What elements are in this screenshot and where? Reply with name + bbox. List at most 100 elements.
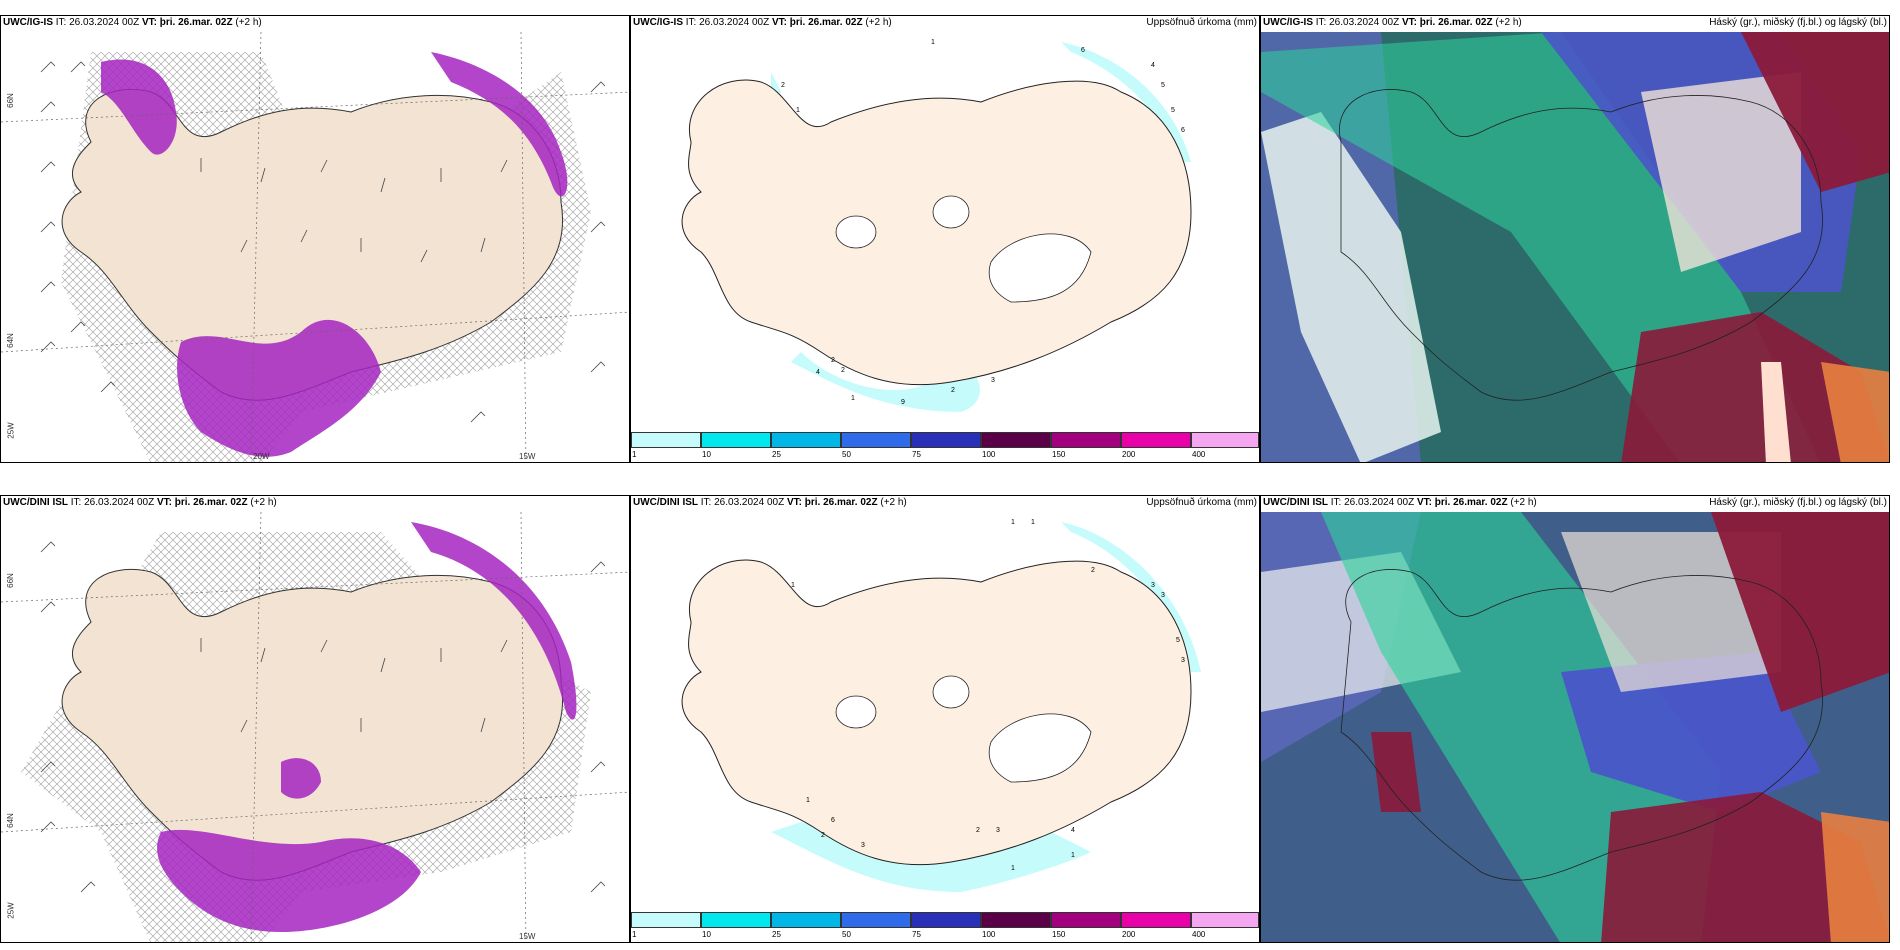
offset-label: (+2 h) xyxy=(1495,17,1522,28)
model-name: UWC/IG-IS xyxy=(633,17,683,28)
cb-label: 10 xyxy=(702,450,711,459)
svg-text:3: 3 xyxy=(991,377,995,384)
precip-title: Uppsöfnuð úrkoma (mm) xyxy=(1146,497,1257,508)
lat-label-66: 66N xyxy=(5,93,15,108)
cb-seg-3 xyxy=(771,432,841,448)
lat-label-64: 64N xyxy=(5,813,15,828)
precip-labels: 1 6 4 5 5 6 2 1 2 2 4 1 9 2 3 xyxy=(781,39,1185,406)
offset-label: (+2 h) xyxy=(235,17,262,28)
precip-panel-row1: UWC/IG-IS IT: 26.03.2024 00Z VT: þri. 26… xyxy=(630,15,1260,463)
precip-colorbar: 1 10 25 50 75 100 150 200 400 xyxy=(631,912,1259,942)
precip-ne xyxy=(431,52,568,197)
lon-label-15: 15W xyxy=(519,932,536,941)
svg-text:1: 1 xyxy=(931,39,935,46)
svg-text:3: 3 xyxy=(861,842,865,849)
svg-text:5: 5 xyxy=(1176,637,1180,644)
svg-text:4: 4 xyxy=(1151,62,1155,69)
offset-label: (+2 h) xyxy=(865,17,892,28)
svg-text:2: 2 xyxy=(841,367,845,374)
panel-title-row2-cloud: UWC/DINI ISL IT: 26.03.2024 00Z VT: þri.… xyxy=(1263,496,1537,510)
model-name: UWC/IG-IS xyxy=(3,17,53,28)
lat-label-66: 66N xyxy=(5,573,15,588)
cb-seg-6 xyxy=(981,432,1051,448)
svg-text:1: 1 xyxy=(796,107,800,114)
cb-seg-7 xyxy=(1051,432,1121,448)
lat-label-64: 64N xyxy=(5,333,15,348)
cb-seg-9 xyxy=(1191,432,1259,448)
precip-s xyxy=(177,319,381,457)
vt-label: VT: þri. 26.mar. 02Z xyxy=(771,17,863,28)
svg-text:1: 1 xyxy=(1011,865,1015,872)
svg-text:5: 5 xyxy=(1161,82,1165,89)
wind-map xyxy=(1,32,629,462)
vt-label: VT: þri. 26.mar. 02Z xyxy=(1401,17,1493,28)
precip-map: 1 1 2 3 3 5 3 1 1 6 2 3 2 3 4 1 1 xyxy=(631,512,1259,914)
vt-label: VT: þri. 26.mar. 02Z xyxy=(156,497,248,508)
cb-seg-6 xyxy=(981,912,1051,928)
svg-text:5: 5 xyxy=(1171,107,1175,114)
cb-label: 400 xyxy=(1192,930,1206,939)
cb-label: 1 xyxy=(632,930,637,939)
model-name: UWC/DINI ISL xyxy=(1263,497,1328,508)
cb-seg-2 xyxy=(701,432,771,448)
svg-text:1: 1 xyxy=(806,797,810,804)
cb-label: 200 xyxy=(1122,930,1136,939)
cloud-map xyxy=(1261,512,1889,942)
panel-title-row1-wind: UWC/IG-IS IT: 26.03.2024 00Z VT: þri. 26… xyxy=(3,16,262,30)
svg-text:2: 2 xyxy=(976,827,980,834)
cb-label: 75 xyxy=(912,450,921,459)
it-label: IT: 26.03.2024 00Z xyxy=(700,497,785,508)
offset-label: (+2 h) xyxy=(880,497,907,508)
precip-colorbar: 1 10 25 50 75 100 150 200 400 xyxy=(631,432,1259,462)
vt-label: VT: þri. 26.mar. 02Z xyxy=(1416,497,1508,508)
cb-label: 75 xyxy=(912,930,921,939)
svg-text:1: 1 xyxy=(851,395,855,402)
svg-text:6: 6 xyxy=(831,817,835,824)
svg-text:1: 1 xyxy=(1071,852,1075,859)
cb-label: 100 xyxy=(982,450,996,459)
cb-seg-2 xyxy=(701,912,771,928)
cb-label: 50 xyxy=(842,450,851,459)
svg-text:3: 3 xyxy=(996,827,1000,834)
cb-label: 10 xyxy=(702,930,711,939)
model-name: UWC/DINI ISL xyxy=(633,497,698,508)
cloud-title: Háský (gr.), miðský (fj.bl.) og lágský (… xyxy=(1709,497,1887,508)
precip-nw xyxy=(101,59,177,155)
cyan-s xyxy=(791,352,980,412)
cb-seg-1 xyxy=(631,912,701,928)
cb-seg-9 xyxy=(1191,912,1259,928)
it-label: IT: 26.03.2024 00Z xyxy=(70,497,155,508)
svg-text:3: 3 xyxy=(1151,582,1155,589)
svg-text:1: 1 xyxy=(1031,519,1035,526)
lon-label-15: 15W xyxy=(519,452,536,461)
cb-seg-5 xyxy=(911,432,981,448)
cloud-panel-row1: UWC/IG-IS IT: 26.03.2024 00Z VT: þri. 26… xyxy=(1260,15,1890,463)
precip-map: 1 6 4 5 5 6 2 1 2 2 4 1 9 2 3 xyxy=(631,32,1259,434)
model-name: UWC/IG-IS xyxy=(1263,17,1313,28)
precip-title: Uppsöfnuð úrkoma (mm) xyxy=(1146,17,1257,28)
model-name: UWC/DINI ISL xyxy=(3,497,68,508)
svg-text:6: 6 xyxy=(1181,127,1185,134)
lon-label-25: 25W xyxy=(6,422,16,439)
wind-map xyxy=(1,512,629,942)
cb-seg-5 xyxy=(911,912,981,928)
svg-text:2: 2 xyxy=(821,832,825,839)
svg-text:3: 3 xyxy=(1161,592,1165,599)
panel-title-row1-precip: UWC/IG-IS IT: 26.03.2024 00Z VT: þri. 26… xyxy=(633,16,892,30)
wind-panel-row2: UWC/DINI ISL IT: 26.03.2024 00Z VT: þri.… xyxy=(0,495,630,943)
cb-seg-8 xyxy=(1121,912,1191,928)
cb-label: 200 xyxy=(1122,450,1136,459)
lon-label-25: 25W xyxy=(6,902,16,919)
svg-text:3: 3 xyxy=(1181,657,1185,664)
it-label: IT: 26.03.2024 00Z xyxy=(55,17,140,28)
cb-seg-3 xyxy=(771,912,841,928)
offset-label: (+2 h) xyxy=(1510,497,1537,508)
cb-label: 400 xyxy=(1192,450,1206,459)
it-label: IT: 26.03.2024 00Z xyxy=(1330,497,1415,508)
iceland-land xyxy=(681,79,1192,386)
cb-label: 25 xyxy=(772,930,781,939)
panel-title-row2-precip: UWC/DINI ISL IT: 26.03.2024 00Z VT: þri.… xyxy=(633,496,907,510)
svg-text:2: 2 xyxy=(781,82,785,89)
svg-text:2: 2 xyxy=(951,387,955,394)
cb-seg-1 xyxy=(631,432,701,448)
